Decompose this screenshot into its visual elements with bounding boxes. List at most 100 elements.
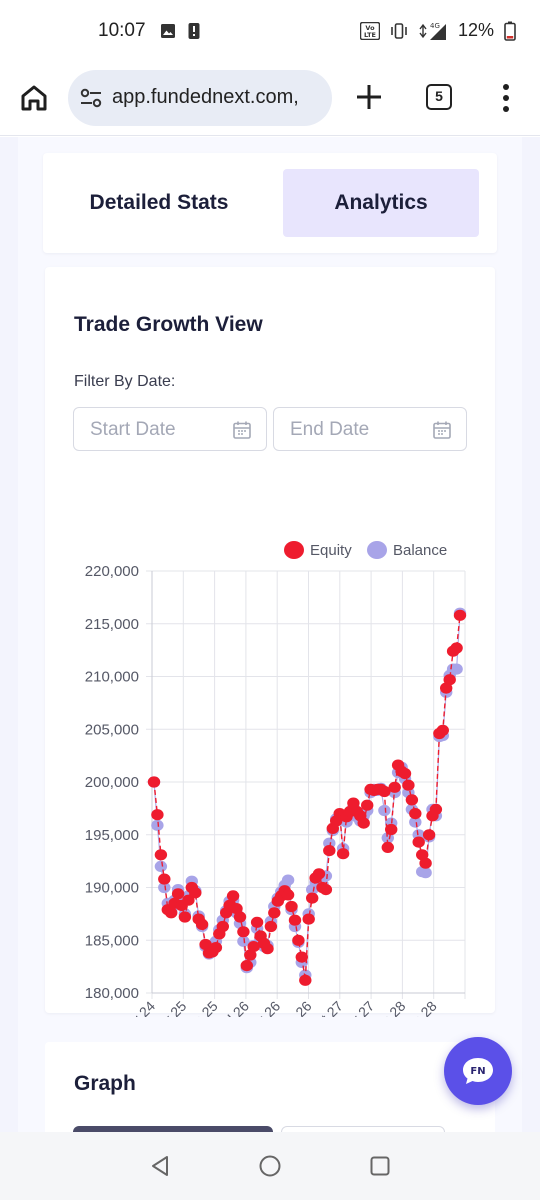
- calendar-icon[interactable]: [232, 420, 252, 440]
- data-point-equity: [264, 920, 278, 933]
- data-point-equity: [381, 841, 394, 853]
- data-point-equity: [165, 907, 178, 919]
- data-point-equity: [453, 609, 467, 621]
- trade-growth-card: Trade Growth View Filter By Date: Start …: [45, 267, 495, 1017]
- tab-analytics[interactable]: Analytics: [283, 169, 479, 237]
- data-point-equity: [268, 907, 281, 919]
- start-date-input[interactable]: Start Date: [73, 407, 267, 451]
- y-tick-label: 205,000: [85, 721, 139, 738]
- graph-option-button[interactable]: [281, 1126, 445, 1132]
- data-point-balance: [151, 819, 164, 831]
- browser-toolbar: app.fundednext.com, 5: [0, 62, 540, 136]
- address-bar[interactable]: app.fundednext.com,: [68, 70, 332, 126]
- data-point-equity: [409, 808, 422, 820]
- status-time: 10:07: [98, 20, 146, 41]
- data-point-equity: [189, 887, 202, 899]
- data-point-equity: [237, 926, 250, 938]
- data-point-equity: [385, 823, 398, 836]
- data-point-equity: [209, 942, 223, 954]
- data-point-equity: [398, 768, 412, 780]
- fab-label: FN: [470, 1066, 485, 1077]
- y-tick-label: 190,000: [85, 880, 139, 897]
- recents-icon[interactable]: [368, 1154, 392, 1178]
- data-point-equity: [182, 894, 195, 906]
- legend-label-equity: Equity: [310, 542, 352, 559]
- tabs-icon[interactable]: 5: [426, 84, 452, 110]
- data-point-equity: [436, 724, 449, 736]
- end-date-input[interactable]: End Date: [273, 407, 467, 451]
- battery-percent: 12%: [457, 20, 494, 40]
- chat-icon: FN: [463, 1058, 493, 1084]
- data-point-equity: [233, 911, 247, 923]
- svg-text:Vo: Vo: [365, 24, 375, 32]
- data-point-equity: [440, 682, 453, 694]
- legend-label-balance: Balance: [393, 542, 447, 559]
- legend-marker-balance: [367, 541, 387, 559]
- y-tick-label: 215,000: [85, 616, 139, 633]
- battery-icon: [504, 21, 516, 41]
- data-point-equity: [216, 920, 229, 933]
- data-point-equity: [288, 914, 302, 926]
- data-point-equity: [378, 785, 391, 798]
- home-nav-icon[interactable]: [258, 1154, 282, 1178]
- y-tick-label: 195,000: [85, 827, 139, 844]
- data-point-equity: [416, 849, 429, 861]
- signal-icon: 4G: [419, 22, 446, 40]
- data-point-equity: [240, 960, 253, 972]
- network-type: 4G: [430, 22, 440, 30]
- chat-button[interactable]: FN: [444, 1037, 512, 1105]
- data-point-equity: [302, 913, 315, 925]
- data-point-balance: [154, 860, 168, 872]
- data-point-equity: [429, 803, 443, 815]
- data-point-equity: [336, 848, 350, 860]
- back-icon[interactable]: [148, 1154, 172, 1178]
- data-point-balance: [378, 804, 391, 817]
- data-point-equity: [323, 845, 336, 857]
- menu-icon[interactable]: [500, 82, 512, 114]
- data-point-equity: [195, 918, 209, 930]
- data-point-equity: [419, 857, 432, 869]
- status-bar: 10:07 Vo LTE 4G 12%: [0, 0, 540, 62]
- data-point-equity: [178, 911, 192, 923]
- alert-icon: [188, 23, 200, 39]
- tab-detailed-stats[interactable]: Detailed Stats: [89, 191, 229, 214]
- x-tick-label: Jul 26: [214, 998, 252, 1017]
- svg-text:LTE: LTE: [364, 31, 376, 39]
- data-point-equity: [226, 890, 240, 902]
- home-icon[interactable]: [18, 82, 50, 114]
- data-point-equity: [402, 779, 415, 791]
- data-point-equity: [422, 829, 436, 841]
- data-point-equity: [281, 889, 295, 901]
- trade-growth-title: Trade Growth View: [74, 313, 263, 336]
- site-settings-icon[interactable]: [80, 88, 102, 108]
- plus-icon[interactable]: [352, 80, 386, 114]
- trade-growth-chart: 220,000 215,000 210,000 205,000 200,000 195,0…: [85, 541, 467, 1017]
- data-point-equity: [292, 934, 305, 946]
- data-point-equity: [299, 974, 312, 986]
- data-point-equity: [250, 916, 264, 928]
- y-tick-label: 210,000: [85, 669, 139, 686]
- end-date-placeholder: End Date: [290, 419, 370, 440]
- data-point-equity: [261, 943, 274, 955]
- data-point-equity: [295, 951, 308, 963]
- data-point-balance: [237, 935, 250, 947]
- data-point-equity: [412, 836, 425, 848]
- graph-option-button[interactable]: [73, 1126, 273, 1132]
- system-nav-bar: [0, 1132, 540, 1200]
- data-point-equity: [151, 809, 164, 821]
- url-text[interactable]: app.fundednext.com,: [112, 86, 299, 108]
- data-point-equity: [285, 900, 298, 913]
- data-point-equity: [312, 868, 326, 880]
- data-point-equity: [319, 884, 333, 896]
- legend-marker-equity: [284, 541, 304, 559]
- calendar-icon[interactable]: [432, 420, 452, 440]
- image-icon: [161, 24, 175, 38]
- data-point-balance: [281, 874, 295, 886]
- data-point-equity: [199, 938, 212, 951]
- y-tick-label: 180,000: [85, 985, 139, 1002]
- data-point-equity: [306, 892, 319, 904]
- data-point-equity: [405, 794, 419, 806]
- data-point-equity: [158, 873, 171, 885]
- data-point-equity: [443, 674, 456, 686]
